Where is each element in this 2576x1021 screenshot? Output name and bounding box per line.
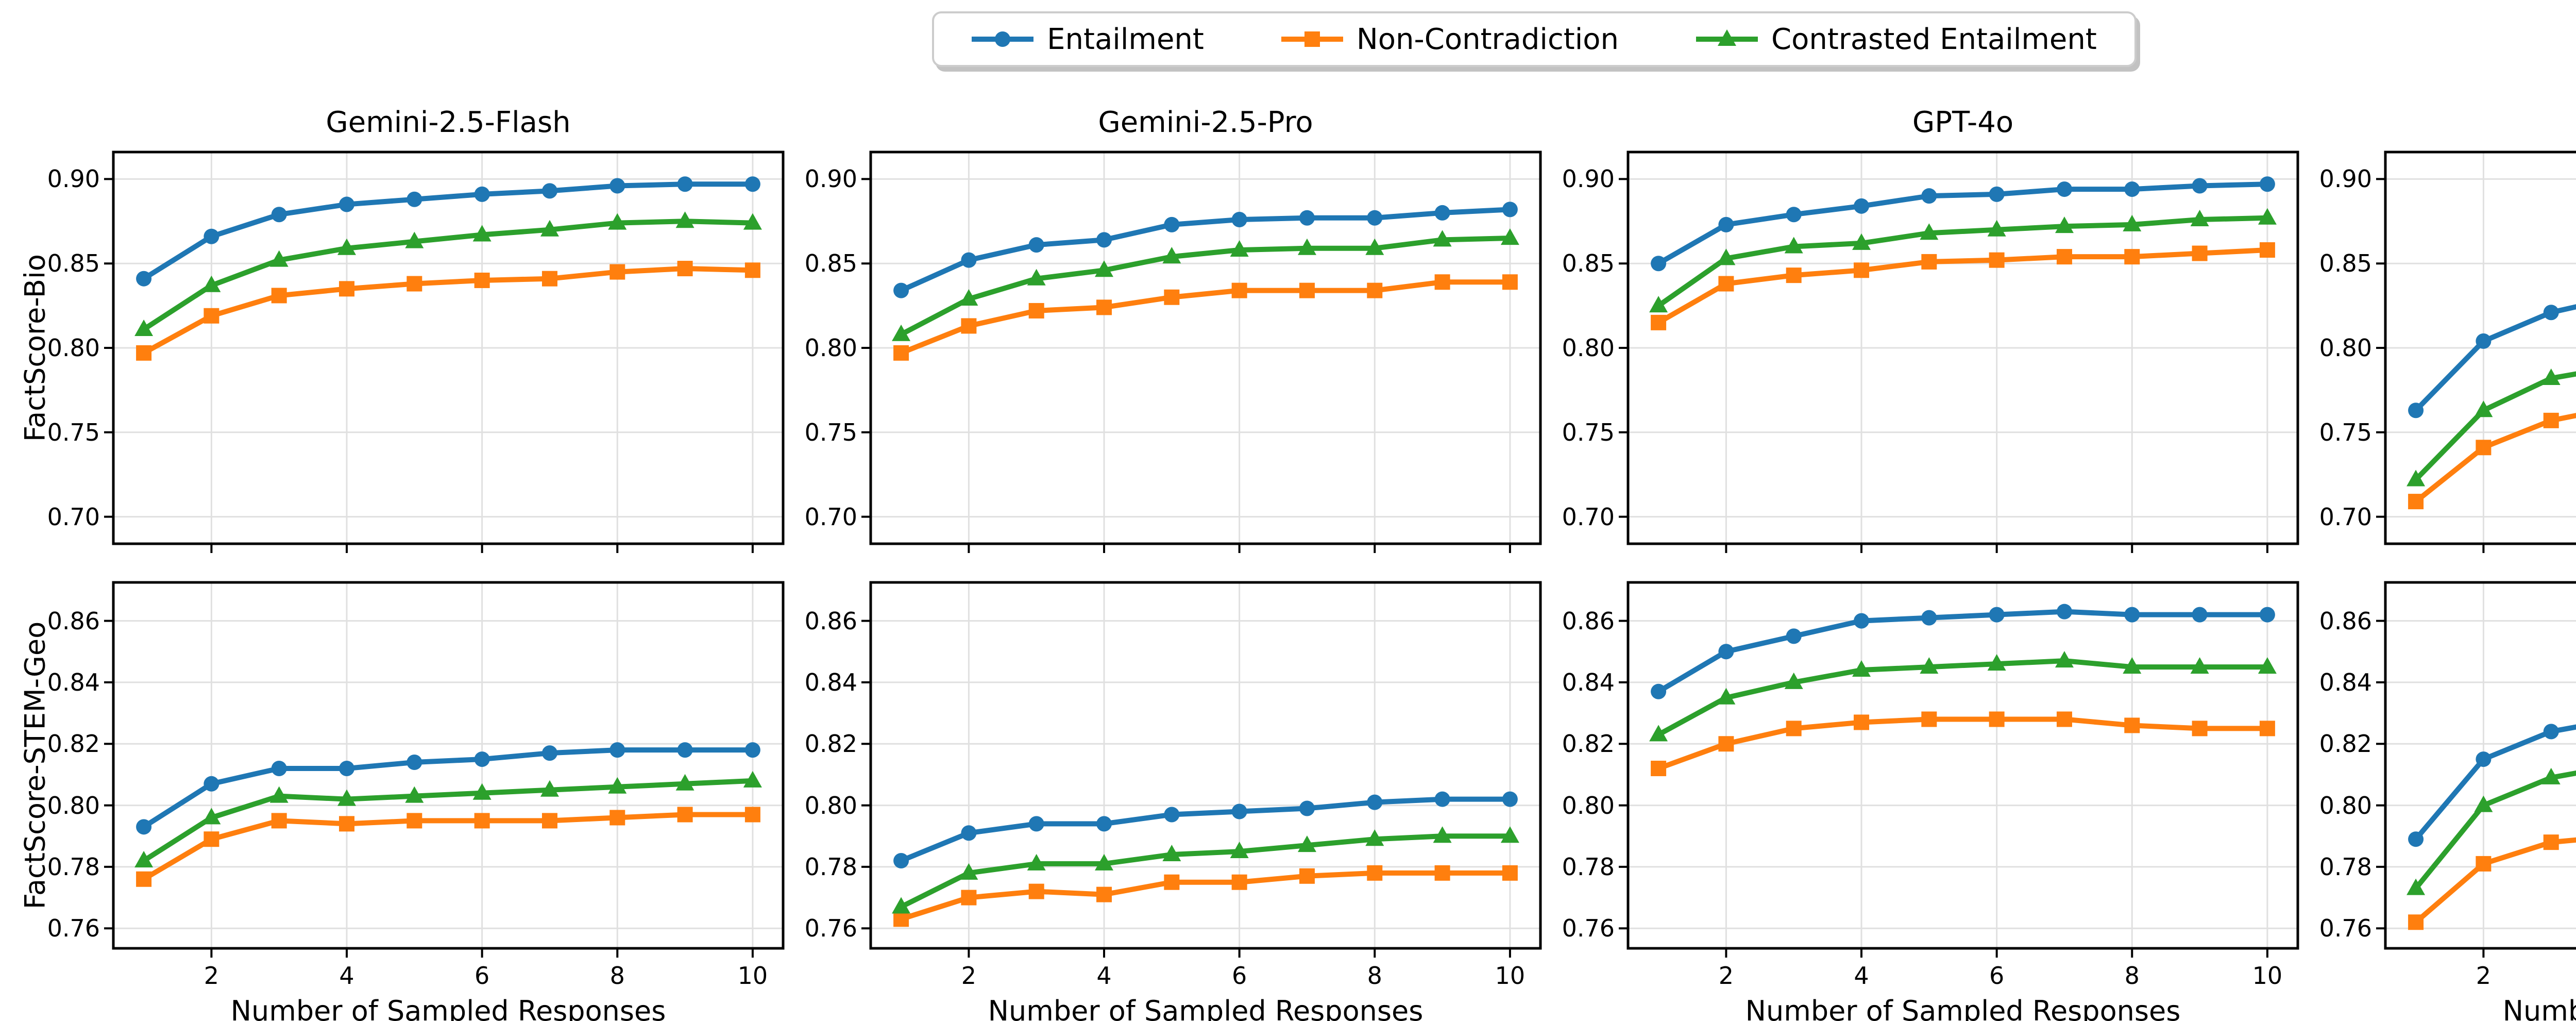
x-tick-label: 10: [1495, 962, 1526, 990]
subplot-bio-gpt-4o-mini: GPT-4o-mini 0.900.850.800.750.70: [2319, 150, 2576, 553]
x-axis-label: Number of Sampled Responses: [2502, 995, 2576, 1021]
y-tick-label: 0.84: [47, 668, 100, 696]
y-tick-label: 0.76: [47, 914, 100, 943]
legend-label-contrasted-entailment: Contrasted Entailment: [1771, 22, 2097, 56]
y-tick-label: 0.80: [2319, 334, 2372, 362]
x-tick-label: 8: [609, 962, 625, 990]
y-tick-label: 0.78: [804, 852, 857, 881]
y-tick-label: 0.84: [1562, 668, 1615, 696]
subplot-title: GPT-4o-mini: [2385, 105, 2576, 141]
y-tick-label: 0.80: [804, 334, 857, 362]
plot-area: [1619, 150, 2299, 553]
y-tick-label: 0.85: [47, 249, 100, 278]
y-tick-label: 0.70: [804, 503, 857, 531]
triangle-marker-icon: [1696, 29, 1758, 46]
x-tick-label: 2: [1718, 962, 1734, 990]
legend-label-non-contradiction: Non-Contradiction: [1356, 22, 1619, 56]
y-tick-label: 0.90: [804, 165, 857, 193]
square-marker-icon: [1281, 31, 1343, 47]
y-tick-label: 0.80: [804, 791, 857, 819]
legend-item-non-contradiction: Non-Contradiction: [1281, 23, 1619, 56]
y-tick-label: 0.80: [1562, 334, 1615, 362]
y-tick-label: 0.86: [2319, 607, 2372, 635]
y-tick-label: 0.75: [47, 418, 100, 446]
y-tick-label: 0.75: [804, 418, 857, 446]
y-tick-label: 0.76: [1562, 914, 1615, 943]
plot-area: [104, 581, 785, 958]
y-tick-label: 0.84: [804, 668, 857, 696]
x-axis-label: Number of Sampled Responses: [988, 995, 1423, 1021]
subplot-stem-geo-gpt-4o: Number of Sampled Responses 0.86 0.84 0.82…: [1562, 581, 2299, 1021]
x-tick-label: 2: [2476, 962, 2492, 990]
x-tick-label: 10: [737, 962, 768, 990]
y-tick-label: 0.84: [2319, 668, 2372, 696]
plot-area: [861, 150, 1542, 553]
y-tick-label: 0.70: [2319, 503, 2372, 531]
subplot-bio-gemini-2-5-pro: Gemini-2.5-Pro 0.90 0.85 0.80 0.75 0.70: [805, 106, 1542, 553]
plot-area: [2376, 150, 2576, 553]
subplot-stem-geo-gpt-4o-mini: Number of Sampled Responses 0.86 0.84 0.82…: [2319, 581, 2576, 1021]
y-tick-label: 0.70: [47, 503, 100, 531]
x-tick-label: 6: [1989, 962, 2005, 990]
x-tick-label: 4: [1854, 962, 1869, 990]
y-tick-label: 0.82: [1562, 730, 1615, 758]
subplot-bio-gemini-2-5-flash: Gemini-2.5-Flash 0.90 0.85 0.80 0.75 0.70: [47, 106, 785, 553]
y-tick-label: 0.78: [1562, 852, 1615, 881]
legend-label-entailment: Entailment: [1047, 22, 1204, 56]
x-axis-label: Number of Sampled Responses: [230, 995, 666, 1021]
y-tick-label: 0.75: [2319, 418, 2372, 446]
y-tick-label: 0.80: [1562, 791, 1615, 819]
subplot-title: GPT-4o: [1912, 106, 2014, 139]
y-tick-label: 0.78: [2319, 852, 2372, 881]
y-tick-label: 0.75: [1562, 418, 1615, 446]
x-tick-label: 2: [204, 962, 219, 990]
y-tick-label: 0.85: [804, 249, 857, 278]
plot-area: [104, 150, 785, 553]
y-tick-label: 0.90: [1562, 165, 1615, 193]
y-tick-label: 0.82: [47, 730, 100, 758]
x-axis-label: Number of Sampled Responses: [1745, 995, 2181, 1021]
y-tick-label: 0.80: [2319, 791, 2372, 819]
circle-marker-icon: [972, 31, 1034, 47]
y-tick-label: 0.90: [2319, 165, 2372, 193]
subplot-stem-geo-gemini-2-5-pro: Number of Sampled Responses 0.86 0.84 0.82…: [805, 581, 1542, 1021]
y-tick-label: 0.90: [47, 165, 100, 193]
y-tick-label: 0.78: [47, 852, 100, 881]
subplot-stem-geo-gemini-2-5-flash: Number of Sampled Responses 0.86 0.84 0.82…: [47, 581, 785, 1021]
y-tick-label: 0.85: [2319, 249, 2372, 278]
plot-area: [861, 581, 1542, 958]
y-tick-label: 0.70: [1562, 503, 1615, 531]
legend: Entailment Non-Contradiction Contrasted …: [932, 11, 2137, 67]
legend-item-contrasted-entailment: Contrasted Entailment: [1696, 23, 2097, 56]
x-tick-label: 8: [1367, 962, 1382, 990]
y-tick-label: 0.85: [1562, 249, 1615, 278]
y-tick-label: 0.80: [47, 791, 100, 819]
plot-area: [2376, 581, 2576, 958]
y-tick-label: 0.82: [804, 730, 857, 758]
legend-item-entailment: Entailment: [972, 23, 1204, 56]
subplot-title: Gemini-2.5-Flash: [326, 106, 571, 139]
x-tick-label: 8: [2124, 962, 2140, 990]
plot-area: [1619, 581, 2299, 958]
x-tick-label: 2: [961, 962, 977, 990]
subplot-title: Gemini-2.5-Pro: [1098, 106, 1313, 139]
y-tick-label: 0.76: [2319, 914, 2372, 943]
y-tick-label: 0.86: [1562, 607, 1615, 635]
x-tick-label: 6: [1232, 962, 1247, 990]
x-tick-label: 6: [474, 962, 490, 990]
y-tick-label: 0.82: [2319, 730, 2372, 758]
y-tick-label: 0.80: [47, 334, 100, 362]
x-tick-label: 4: [1096, 962, 1112, 990]
subplot-bio-gpt-4o: GPT-4o 0.90 0.85 0.80 0.75 0.70: [1562, 106, 2299, 553]
y-tick-label: 0.86: [47, 607, 100, 635]
x-tick-label: 4: [339, 962, 354, 990]
y-tick-label: 0.76: [804, 914, 857, 943]
x-tick-label: 10: [2252, 962, 2283, 990]
y-tick-label: 0.86: [804, 607, 857, 635]
